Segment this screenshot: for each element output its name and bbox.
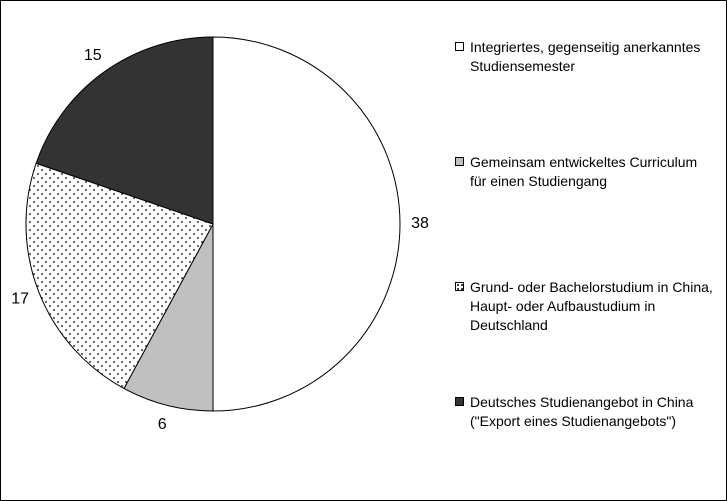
data-label: 15 [84, 47, 102, 64]
legend-swatch [455, 282, 464, 291]
legend-swatch [455, 42, 464, 51]
data-label: 17 [11, 290, 29, 307]
legend-label: Gemeinsam entwickeltes Curriculum für ei… [470, 154, 698, 189]
legend-swatch [455, 157, 464, 166]
pie-slice [123, 223, 214, 412]
legend-label: Deutsches Studienangebot in China ("Expo… [470, 394, 694, 429]
legend-swatch [455, 397, 464, 406]
data-label: 38 [411, 215, 429, 232]
legend-entry: Integriertes, gegenseitig anerkanntes St… [455, 38, 717, 76]
legend-entry: Gemeinsam entwickeltes Curriculum für ei… [455, 153, 717, 191]
pie-slice [212, 36, 401, 412]
data-label: 6 [158, 416, 167, 433]
pie-slice [25, 162, 214, 390]
pie-slice [35, 36, 214, 225]
legend-label: Grund- oder Bachelorstudium in China, Ha… [470, 279, 713, 333]
legend-entry: Deutsches Studienangebot in China ("Expo… [455, 393, 717, 431]
legend-entry: Grund- oder Bachelorstudium in China, Ha… [455, 278, 717, 335]
legend-label: Integriertes, gegenseitig anerkanntes St… [470, 39, 701, 74]
